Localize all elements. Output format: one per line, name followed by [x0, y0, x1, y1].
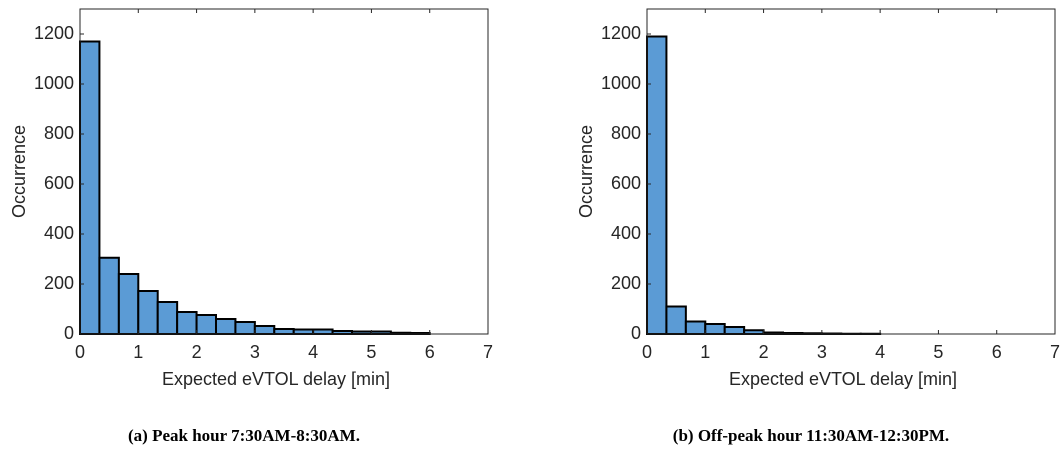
x-tick-label: 3	[817, 342, 827, 362]
x-tick-label: 7	[1050, 342, 1060, 362]
x-tick-label: 0	[75, 342, 85, 362]
x-tick-label: 4	[308, 342, 318, 362]
y-tick-label: 600	[44, 173, 74, 193]
bar	[98, 256, 120, 335]
bar	[646, 35, 668, 335]
x-tick-label: 4	[875, 342, 885, 362]
bar	[684, 320, 707, 335]
x-tick-label: 6	[425, 342, 435, 362]
y-tick-label: 400	[611, 223, 641, 243]
bar	[312, 328, 334, 335]
y-tick-label: 800	[611, 123, 641, 143]
bar	[234, 321, 256, 335]
bar	[723, 326, 746, 335]
y-tick-label: 0	[631, 323, 641, 343]
x-tick-label: 5	[933, 342, 943, 362]
bar	[704, 323, 726, 335]
x-tick-label: 0	[642, 342, 652, 362]
bar	[195, 314, 217, 335]
caption: (b) Off-peak hour 11:30AM-12:30PM.	[673, 426, 949, 445]
x-axis-label: Expected eVTOL delay [min]	[729, 369, 957, 389]
bar	[117, 273, 140, 335]
y-tick-label: 1200	[34, 23, 74, 43]
y-tick-label: 1200	[601, 23, 641, 43]
y-tick-label: 800	[44, 123, 74, 143]
bar	[79, 40, 101, 335]
y-tick-label: 200	[44, 273, 74, 293]
bar	[253, 325, 276, 335]
x-tick-label: 5	[366, 342, 376, 362]
x-tick-label: 6	[992, 342, 1002, 362]
y-axis-label: Occurrence	[9, 125, 29, 218]
x-tick-label: 2	[192, 342, 202, 362]
bar	[214, 318, 237, 335]
bar	[665, 305, 687, 335]
y-tick-label: 0	[64, 323, 74, 343]
y-axis-label: Occurrence	[576, 125, 596, 218]
x-tick-label: 3	[250, 342, 260, 362]
x-tick-label: 1	[133, 342, 143, 362]
bar	[137, 290, 159, 335]
bar	[292, 328, 315, 335]
axes-box	[79, 8, 489, 335]
bar	[273, 328, 295, 335]
x-axis-label: Expected eVTOL delay [min]	[162, 369, 390, 389]
bar	[743, 329, 765, 335]
bar	[156, 301, 179, 335]
x-tick-label: 7	[483, 342, 493, 362]
bar	[176, 311, 198, 335]
x-tick-label: 1	[700, 342, 710, 362]
axes-box	[646, 8, 1056, 335]
y-tick-label: 600	[611, 173, 641, 193]
caption: (a) Peak hour 7:30AM-8:30AM.	[128, 426, 360, 445]
y-tick-label: 1000	[34, 73, 74, 93]
y-tick-label: 1000	[601, 73, 641, 93]
y-tick-label: 400	[44, 223, 74, 243]
y-tick-label: 200	[611, 273, 641, 293]
x-tick-label: 2	[759, 342, 769, 362]
